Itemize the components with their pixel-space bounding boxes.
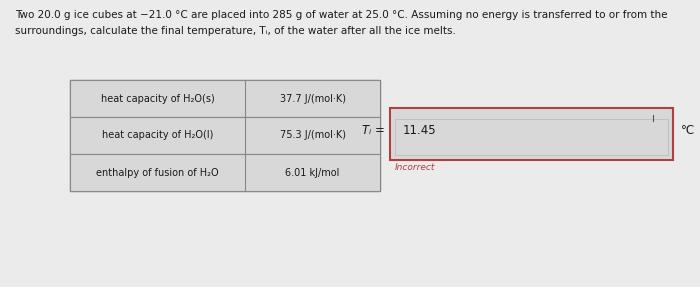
Text: heat capacity of H₂O(s): heat capacity of H₂O(s) bbox=[101, 94, 214, 104]
Text: 37.7 J/(mol·K): 37.7 J/(mol·K) bbox=[279, 94, 346, 104]
Text: °C: °C bbox=[681, 125, 695, 137]
Text: Two 20.0 g ice cubes at −21.0 °C are placed into 285 g of water at 25.0 °C. Assu: Two 20.0 g ice cubes at −21.0 °C are pla… bbox=[15, 10, 668, 20]
Bar bbox=[70, 117, 380, 154]
Bar bbox=[395, 119, 668, 155]
Bar bbox=[70, 80, 380, 191]
Text: 11.45: 11.45 bbox=[403, 125, 437, 137]
Bar bbox=[70, 80, 380, 117]
Text: Tᵢ =: Tᵢ = bbox=[362, 123, 385, 137]
Text: surroundings, calculate the final temperature, Tᵢ, of the water after all the ic: surroundings, calculate the final temper… bbox=[15, 26, 456, 36]
Bar bbox=[390, 108, 673, 160]
Text: 75.3 J/(mol·K): 75.3 J/(mol·K) bbox=[279, 131, 346, 141]
Bar bbox=[70, 154, 380, 191]
Text: 6.01 kJ/mol: 6.01 kJ/mol bbox=[286, 168, 340, 177]
Text: enthalpy of fusion of H₂O: enthalpy of fusion of H₂O bbox=[96, 168, 219, 177]
Text: heat capacity of H₂O(l): heat capacity of H₂O(l) bbox=[102, 131, 214, 141]
Text: Incorrect: Incorrect bbox=[395, 163, 435, 172]
